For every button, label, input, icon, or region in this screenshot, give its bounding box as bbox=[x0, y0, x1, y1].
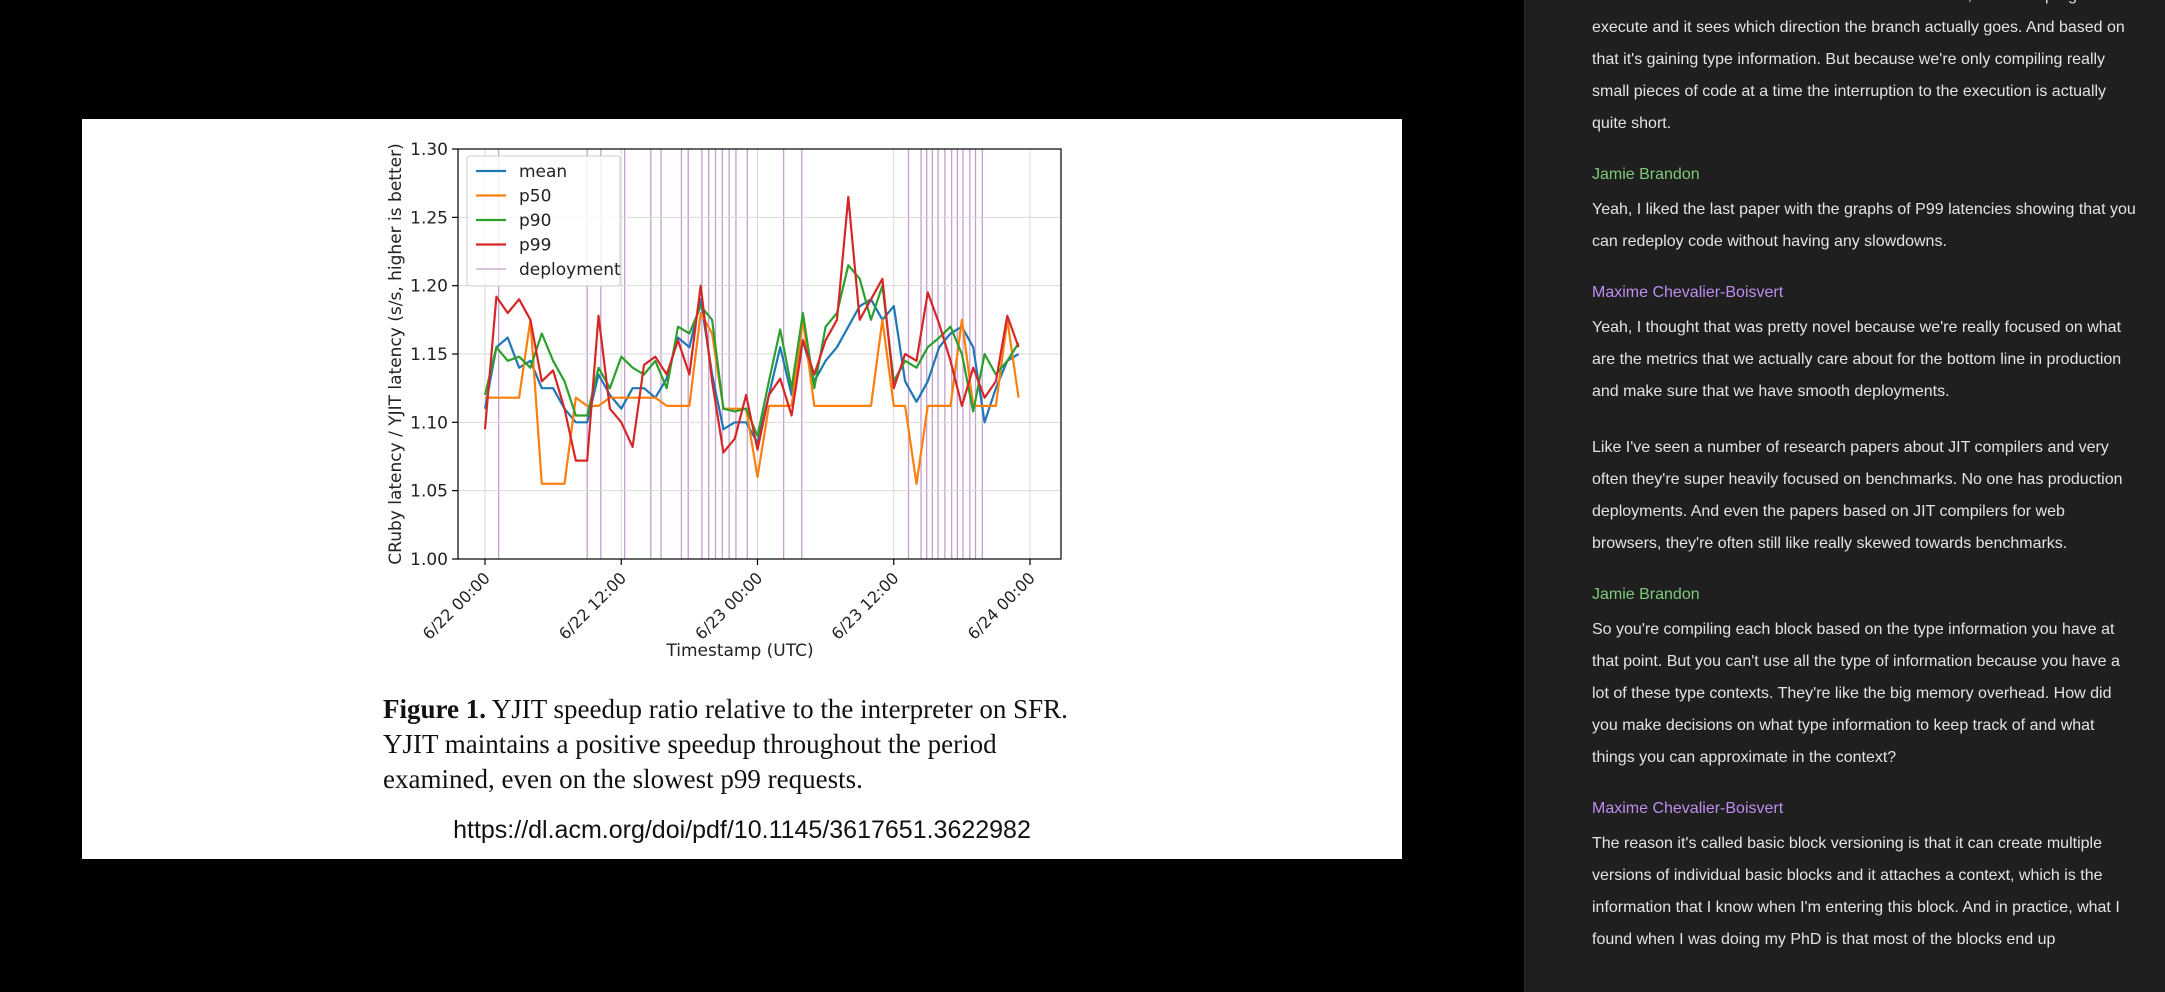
caption-text: YJIT speedup ratio relative to the inter… bbox=[383, 694, 1068, 794]
transcript-paragraph[interactable]: Yeah, I liked the last paper with the gr… bbox=[1592, 201, 2136, 250]
y-tick-label: 1.30 bbox=[410, 140, 448, 160]
speaker-name: Maxime Chevalier-Boisvert bbox=[1592, 284, 1784, 301]
transcript-list: And so when YJIT encounters one of these… bbox=[1592, 0, 2137, 980]
series-line-p99 bbox=[483, 195, 1020, 462]
transcript-entry: Maxime Chevalier-Boisvert The reason it'… bbox=[1592, 798, 2137, 956]
x-tick-label: 6/22 00:00 bbox=[419, 568, 494, 643]
speaker-name: Maxime Chevalier-Boisvert bbox=[1592, 800, 1784, 817]
y-tick-label: 1.10 bbox=[410, 413, 448, 433]
transcript-panel[interactable]: And so when YJIT encounters one of these… bbox=[1524, 0, 2165, 992]
legend-label-p50: p50 bbox=[519, 187, 551, 207]
x-tick-label: 6/23 12:00 bbox=[828, 568, 903, 643]
paper-figure-slide: 1.00 1.05 1.10 1.15 1.20 1.25 1.30 6/22 00:00 6… bbox=[82, 119, 1402, 859]
chart-series bbox=[483, 195, 1020, 485]
x-axis-label: Timestamp (UTC) bbox=[665, 641, 813, 661]
transcript-paragraph[interactable]: The reason it's called basic block versi… bbox=[1592, 835, 2120, 948]
x-axis-ticks: 6/22 00:00 6/22 12:00 6/23 00:00 6/23 12:00… bbox=[419, 559, 1039, 643]
transcript-entry: Jamie Brandon Yeah, I liked the last pap… bbox=[1592, 164, 2137, 258]
legend-box bbox=[466, 155, 621, 287]
legend-label-p90: p90 bbox=[519, 211, 551, 231]
caption-label: Figure 1. bbox=[383, 694, 486, 724]
chart-legend: mean p50 p90 p99 deployment bbox=[466, 155, 621, 287]
transcript-paragraph[interactable]: Yeah, I thought that was pretty novel be… bbox=[1592, 319, 2122, 400]
transcript-entry: Maxime Chevalier-Boisvert Yeah, I though… bbox=[1592, 282, 2137, 560]
y-axis-label: CRuby latency / YJIT latency (s/s, highe… bbox=[386, 143, 406, 564]
y-axis-ticks: 1.00 1.05 1.10 1.15 1.20 1.25 1.30 bbox=[410, 140, 458, 570]
transcript-paragraph[interactable]: So you're compiling each block based on … bbox=[1592, 621, 2120, 766]
legend-label-mean: mean bbox=[519, 162, 567, 182]
y-tick-label: 1.00 bbox=[410, 550, 448, 570]
y-tick-label: 1.15 bbox=[410, 345, 448, 365]
transcript-entry: And so when YJIT encounters one of these… bbox=[1592, 0, 2137, 140]
source-url[interactable]: https://dl.acm.org/doi/pdf/10.1145/36176… bbox=[453, 816, 1031, 844]
legend-label-p99: p99 bbox=[519, 236, 551, 256]
speaker-name: Jamie Brandon bbox=[1592, 586, 1700, 603]
y-tick-label: 1.25 bbox=[410, 208, 448, 228]
transcript-paragraph[interactable]: Like I've seen a number of research pape… bbox=[1592, 439, 2123, 552]
video-area: 1.00 1.05 1.10 1.15 1.20 1.25 1.30 6/22 00:00 6… bbox=[82, 119, 1402, 859]
transcript-entry: Jamie Brandon So you're compiling each b… bbox=[1592, 584, 2137, 774]
x-tick-label: 6/23 00:00 bbox=[691, 568, 766, 643]
speedup-chart: 1.001.051.101.151.201.251.30 6/22 00:00 6… bbox=[386, 140, 1062, 661]
x-tick-label: 6/24 00:00 bbox=[964, 568, 1039, 643]
transcript-paragraph[interactable]: And so when YJIT encounters one of these… bbox=[1592, 0, 2125, 132]
speaker-name: Jamie Brandon bbox=[1592, 166, 1700, 183]
figure-caption: Figure 1. YJIT speedup ratio relative to… bbox=[383, 692, 1113, 797]
legend-label-deployment: deployment bbox=[519, 260, 621, 280]
y-tick-label: 1.20 bbox=[410, 277, 448, 297]
y-tick-label: 1.05 bbox=[410, 482, 448, 502]
x-tick-label: 6/22 12:00 bbox=[555, 568, 630, 643]
